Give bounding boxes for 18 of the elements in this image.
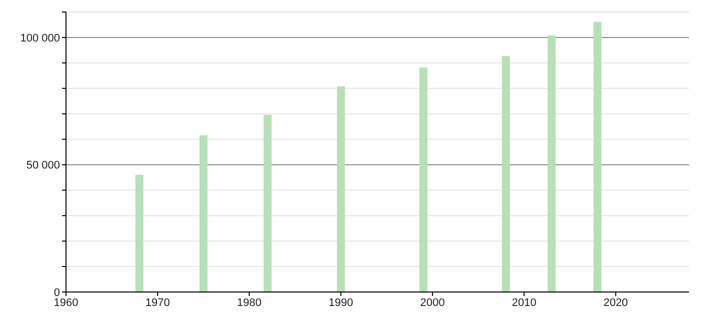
bar: [336, 86, 345, 292]
x-tick-label: 2020: [603, 296, 628, 309]
y-tick-label: 50 000: [26, 160, 60, 172]
bar: [135, 174, 144, 292]
x-tick-label: 1970: [145, 296, 170, 309]
bar: [200, 135, 208, 292]
bar: [502, 56, 510, 292]
x-tick-label: 1960: [54, 296, 78, 309]
bar: [593, 22, 602, 292]
x-tick-label: 2000: [420, 296, 445, 309]
bar: [419, 67, 428, 292]
x-tick-label: 1990: [328, 296, 354, 309]
bar: [548, 35, 556, 292]
x-tick-label: 2010: [512, 296, 536, 309]
y-tick-label: 100 000: [20, 32, 60, 44]
bar: [264, 114, 272, 292]
x-tick-label: 1980: [236, 296, 262, 309]
y-tick-label: 0: [54, 286, 60, 299]
